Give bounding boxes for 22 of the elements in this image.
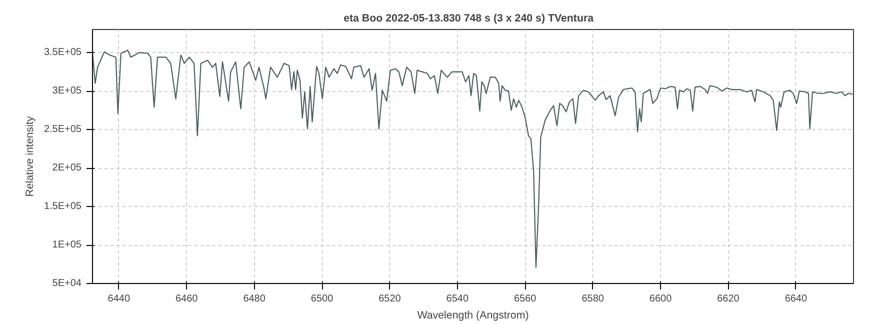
y-tick-label: 3E+05 [52,86,82,97]
y-tick-label: 1E+05 [52,240,82,251]
x-tick-label: 6500 [310,294,334,304]
x-tick-label: 6480 [243,294,266,304]
x-tick-label: 6600 [649,294,672,304]
x-tick-label: 6520 [378,294,402,304]
y-tick-label: 2.5E+05 [44,124,82,136]
x-axis-title: Wavelength (Angstrom) [417,310,529,322]
line-series [92,50,854,268]
x-tick-label: 6440 [108,294,130,304]
x-tick-label: 6560 [514,294,537,304]
y-tick-label: 5E+04 [52,278,82,289]
y-axis-title: Relative intensity [24,116,36,197]
x-tick-label: 6540 [446,294,469,304]
y-tick-label: 3.5E+05 [44,47,82,58]
x-tick-label: 6620 [717,294,740,304]
x-tick-label: 6460 [175,294,198,304]
y-tick-label: 1.5E+05 [44,201,82,212]
x-tick-label: 6640 [784,294,808,304]
x-tick-label: 6580 [582,294,604,304]
y-tick-label: 2E+05 [52,162,82,174]
chart-title: eta Boo 2022-05-13.830 748 s (3 x 240 s) TVentura [344,12,594,24]
